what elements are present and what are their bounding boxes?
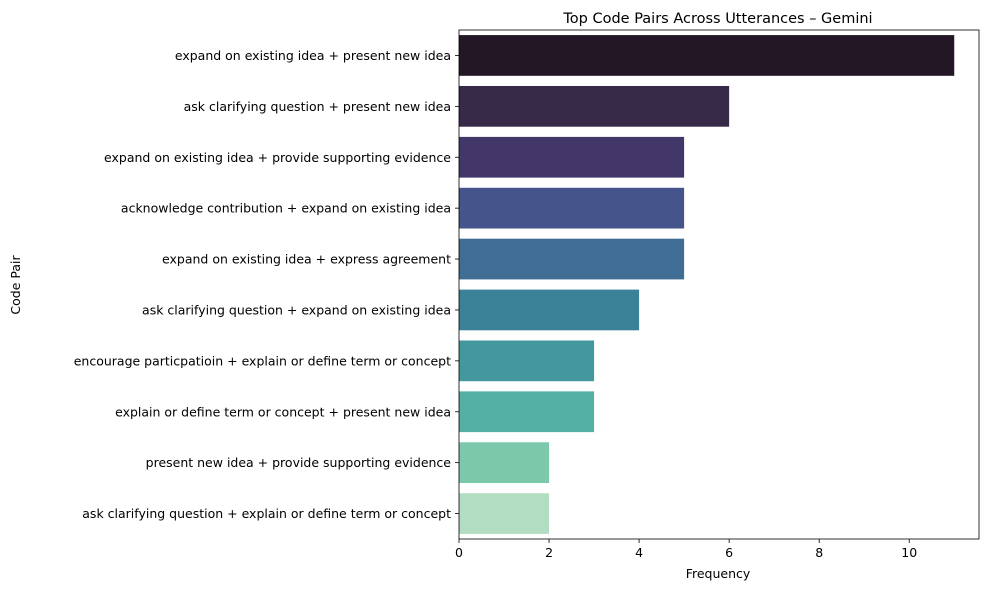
bar [459, 85, 730, 127]
plot-frame [458, 29, 980, 540]
y-tick-label: expand on existing idea + provide suppor… [104, 150, 451, 165]
y-tick-label: ask clarifying question + present new id… [184, 99, 451, 114]
bar [459, 238, 685, 280]
y-tick-label: ask clarifying question + expand on exis… [142, 302, 451, 317]
x-axis-label: Frequency [686, 566, 751, 581]
x-tick-label: 10 [901, 545, 917, 560]
y-axis-label: Code Pair [8, 255, 23, 315]
x-ticks: 0 2 4 6 8 10 [455, 539, 917, 560]
bar [459, 136, 685, 178]
chart-title: Top Code Pairs Across Utterances – Gemin… [562, 11, 872, 27]
x-tick-label: 0 [455, 545, 463, 560]
x-tick-label: 2 [545, 545, 553, 560]
bar [459, 289, 640, 331]
bar [459, 493, 550, 534]
x-tick-label: 8 [815, 545, 823, 560]
y-tick-label: present new idea + provide supporting ev… [146, 455, 452, 470]
y-tick-label: explain or define term or concept + pres… [115, 404, 451, 419]
x-tick-label: 6 [725, 545, 733, 560]
bar [459, 442, 550, 484]
axes-frame [458, 29, 980, 540]
y-tick-label: ask clarifying question + explain or def… [82, 506, 451, 521]
bar [459, 187, 685, 229]
y-tick-labels: expand on existing idea + present new id… [74, 48, 459, 521]
x-tick-label: 4 [635, 545, 643, 560]
y-tick-label: acknowledge contribution + expand on exi… [121, 201, 451, 216]
bars-group [459, 35, 955, 534]
y-tick-label: expand on existing idea + present new id… [175, 48, 451, 63]
y-tick-label: encourage particpatioin + explain or def… [74, 353, 451, 368]
y-tick-label: expand on existing idea + express agreem… [162, 252, 451, 267]
bar [459, 391, 595, 433]
bar [459, 35, 955, 76]
bar [459, 340, 595, 382]
